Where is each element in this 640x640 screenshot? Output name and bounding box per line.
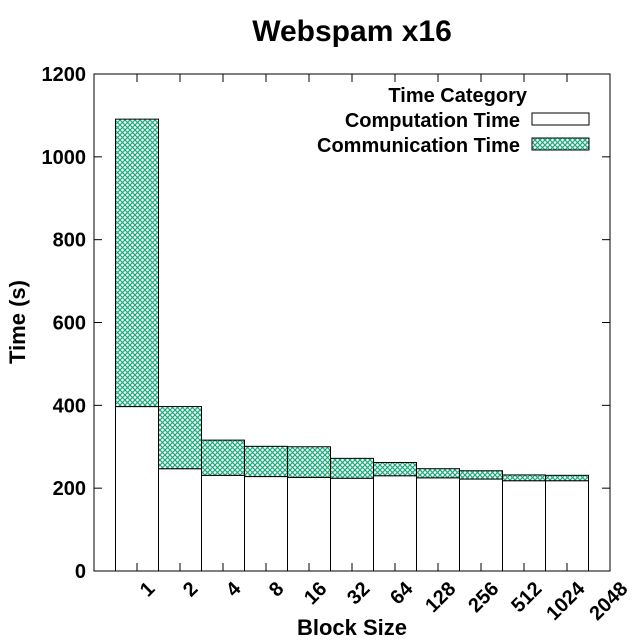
- bar-communication-1: [115, 118, 159, 408]
- bar-computation-16: [287, 476, 331, 572]
- bar-communication-1024: [545, 474, 589, 482]
- x-tick-label: 2048: [585, 578, 632, 625]
- x-tick-label: 1024: [542, 577, 590, 625]
- y-tick-label: 200: [53, 478, 86, 500]
- x-tick-label: 256: [464, 578, 503, 617]
- x-tick-label: 32: [343, 578, 374, 609]
- bar-computation-512: [502, 480, 546, 572]
- legend-label-communication: Communication Time: [317, 135, 520, 157]
- bar-computation-8: [244, 476, 288, 572]
- legend-title: Time Category: [388, 85, 527, 107]
- x-axis-label: Block Size: [297, 615, 407, 640]
- y-axis-label: Time (s): [5, 280, 30, 364]
- x-tick-label: 1: [136, 578, 159, 601]
- bar-communication-32: [330, 457, 374, 479]
- y-axis: 0 200 400 600 800 1000 1200: [42, 64, 610, 583]
- legend-swatch-computation: [531, 112, 590, 126]
- bar-communication-16: [287, 446, 331, 478]
- bar-computation-32: [330, 477, 374, 572]
- x-tick-label: 4: [222, 577, 246, 601]
- bar-communication-512: [502, 474, 546, 482]
- bar-communication-256: [459, 470, 503, 480]
- y-tick-label: 400: [53, 395, 86, 417]
- bar-computation-128: [416, 477, 460, 572]
- bar-computation-256: [459, 478, 503, 572]
- bar-communication-8: [244, 445, 288, 478]
- x-tick-label: 512: [507, 578, 546, 617]
- bar-computation-2: [158, 468, 202, 572]
- bar-communication-2: [158, 406, 202, 470]
- bars-group: [115, 118, 589, 572]
- x-tick-label: 128: [421, 578, 460, 617]
- y-tick-label: 0: [75, 561, 86, 583]
- x-tick-label: 2: [179, 578, 202, 601]
- bar-communication-128: [416, 468, 460, 479]
- y-tick-label: 1200: [42, 64, 87, 86]
- chart-title: Webspam x16: [252, 15, 452, 48]
- bar-communication-4: [201, 439, 245, 476]
- legend: Time Category Computation Time Communica…: [317, 85, 590, 157]
- x-tick-label: 16: [300, 578, 331, 609]
- x-tick-label: 8: [265, 578, 288, 601]
- legend-label-computation: Computation Time: [345, 110, 520, 132]
- bar-computation-1024: [545, 480, 589, 572]
- y-tick-label: 600: [53, 313, 86, 335]
- y-tick-label: 800: [53, 230, 86, 252]
- bar-computation-1: [115, 406, 159, 572]
- bar-communication-64: [373, 461, 417, 477]
- y-tick-label: 1000: [42, 147, 87, 169]
- x-tick-label: 64: [386, 577, 418, 609]
- bar-computation-64: [373, 475, 417, 572]
- legend-swatch-communication: [531, 137, 590, 151]
- bar-computation-4: [201, 474, 245, 572]
